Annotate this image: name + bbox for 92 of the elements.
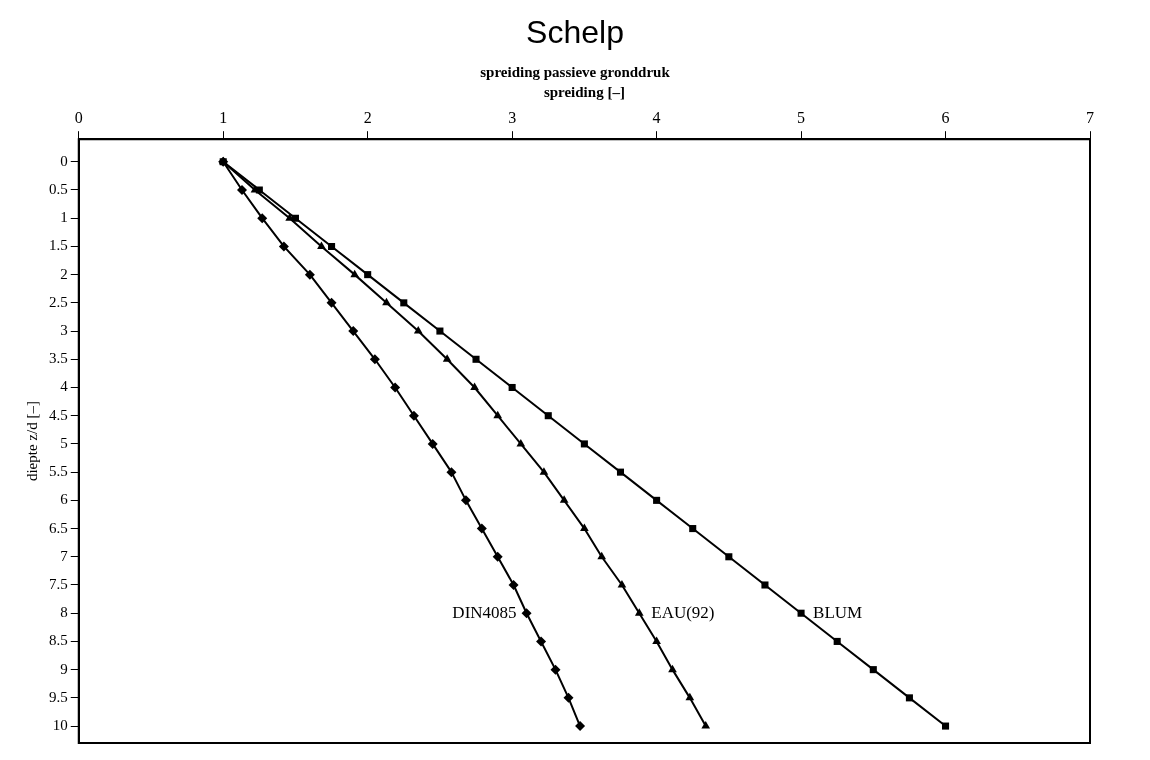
point — [382, 297, 391, 306]
point — [472, 355, 480, 363]
y-tick-label: 4 — [60, 378, 69, 395]
point — [304, 269, 315, 280]
point — [652, 636, 661, 644]
y-tick-label: 0.5 — [49, 180, 68, 197]
y-tick-label: 5 — [60, 434, 68, 451]
point — [833, 637, 841, 645]
point — [257, 213, 268, 224]
point — [668, 664, 677, 673]
series-label: BLUM — [813, 602, 863, 622]
y-tick-label: 3.5 — [49, 350, 68, 367]
point — [701, 721, 711, 729]
point — [460, 495, 471, 506]
y-tick-label: 6.5 — [49, 519, 68, 536]
point — [326, 297, 337, 308]
point — [539, 467, 549, 475]
point — [408, 410, 419, 421]
point — [580, 523, 589, 532]
x-tick-label: 4 — [652, 108, 661, 126]
y-tick-label: 9.5 — [49, 688, 68, 705]
point — [597, 551, 607, 560]
point — [237, 184, 247, 195]
chart-subtitle: spreiding passieve gronddruk — [479, 64, 671, 81]
y-tick-label: 2.5 — [49, 293, 68, 310]
y-tick-label: 7.5 — [49, 575, 68, 592]
point — [470, 382, 479, 390]
point — [400, 299, 408, 307]
point — [869, 666, 877, 674]
x-tick-label: 1 — [219, 108, 228, 126]
y-tick-label: 4.5 — [49, 406, 68, 423]
point — [390, 382, 401, 393]
y-tick-label: 0 — [60, 152, 68, 169]
point — [348, 326, 359, 337]
point — [797, 609, 805, 617]
y-tick-label: 1 — [60, 209, 68, 226]
point — [369, 354, 380, 365]
point — [436, 327, 444, 335]
point — [508, 383, 516, 392]
x-tick-label: 5 — [797, 108, 806, 126]
point — [725, 553, 733, 561]
point — [476, 523, 487, 534]
point — [446, 467, 457, 478]
point — [942, 722, 950, 730]
series-label: DIN4085 — [452, 602, 517, 622]
point — [278, 241, 289, 252]
point — [761, 581, 769, 589]
y-tick-label: 1.5 — [49, 237, 68, 254]
chart-title: Schelp — [525, 14, 625, 51]
point — [653, 496, 661, 504]
y-tick-label: 5.5 — [49, 463, 68, 480]
point — [493, 410, 503, 419]
point — [905, 694, 913, 702]
y-tick-label: 9 — [60, 660, 68, 677]
point — [508, 580, 519, 590]
point — [689, 525, 697, 533]
y-tick-label: 6 — [60, 491, 69, 508]
point — [616, 468, 625, 476]
point — [317, 241, 326, 249]
y-tick-label: 8 — [60, 604, 68, 621]
point — [559, 495, 569, 503]
series-label: EAU(92) — [651, 602, 715, 622]
x-tick-label: 7 — [1086, 108, 1094, 126]
x-tick-label: 3 — [508, 108, 517, 126]
point — [364, 271, 372, 279]
point — [544, 412, 552, 420]
point — [575, 721, 586, 732]
x-tick-label: 6 — [941, 108, 950, 126]
point — [492, 551, 503, 562]
point — [516, 438, 526, 447]
point — [328, 242, 336, 250]
y-tick-label: 3 — [60, 322, 68, 338]
point — [580, 440, 588, 448]
point — [617, 580, 627, 588]
y-tick-label: 8.5 — [49, 632, 68, 649]
point — [350, 269, 360, 278]
point — [427, 438, 438, 449]
y-tick-label: 10 — [52, 717, 68, 734]
y-tick-label: 2 — [60, 265, 68, 282]
y-axis-title: diepte z/d [–] — [23, 401, 40, 482]
y-tick-label: 7 — [60, 547, 69, 564]
x-tick-label: 0 — [74, 108, 83, 126]
point — [521, 608, 532, 619]
point — [413, 326, 423, 334]
x-axis-title: spreiding [–] — [543, 83, 625, 100]
point — [634, 608, 644, 616]
point — [442, 354, 452, 362]
point — [563, 692, 574, 703]
x-tick-label: 2 — [363, 108, 372, 126]
point — [536, 636, 547, 647]
point — [685, 692, 695, 701]
point — [550, 664, 561, 675]
